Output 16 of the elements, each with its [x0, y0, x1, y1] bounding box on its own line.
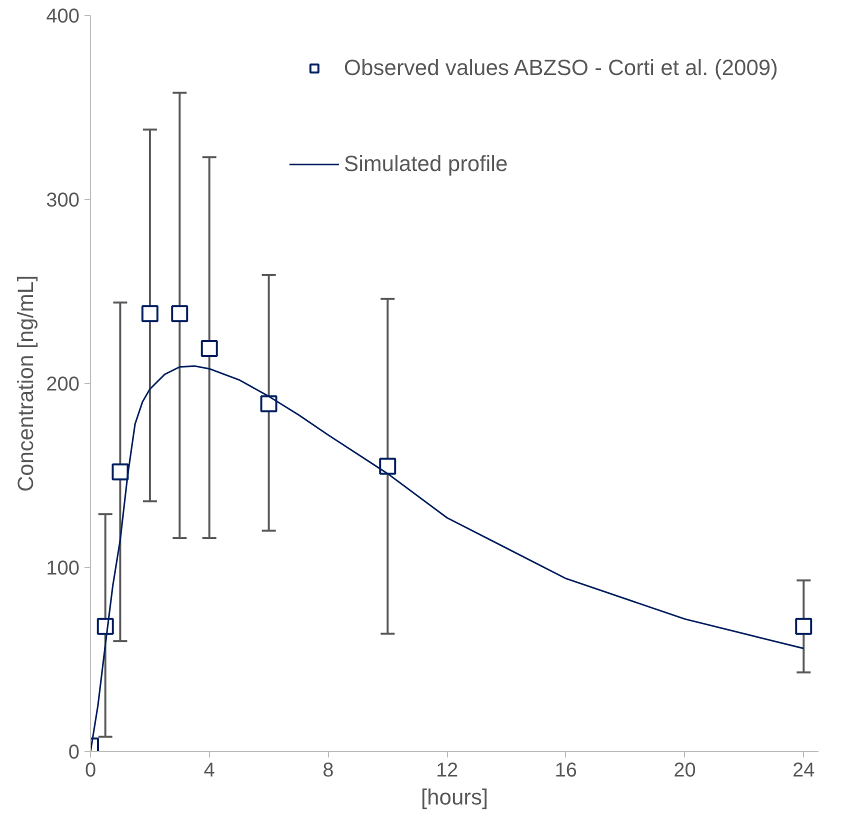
legend-label: Simulated profile — [344, 151, 509, 177]
x-tick-label: 8 — [322, 760, 334, 782]
y-tick-label: 400 — [46, 6, 80, 28]
x-axis-title: [hours] — [420, 784, 488, 810]
x-tick-label: 24 — [792, 760, 815, 782]
x-tick-label: 12 — [436, 760, 458, 782]
y-tick-label: 100 — [46, 558, 80, 580]
y-tick-label: 300 — [46, 190, 80, 212]
x-tick-label: 0 — [84, 760, 96, 782]
legend-label: Observed values ABZSO - Corti et al. (2009) — [344, 55, 778, 81]
y-tick-label: 200 — [46, 374, 80, 396]
y-tick-label: 0 — [68, 742, 80, 764]
x-tick-label: 4 — [204, 760, 215, 782]
y-axis-title: Concentration [ng/mL] — [13, 275, 38, 492]
x-tick-label: 16 — [554, 760, 578, 782]
x-tick-label: 20 — [674, 760, 696, 782]
